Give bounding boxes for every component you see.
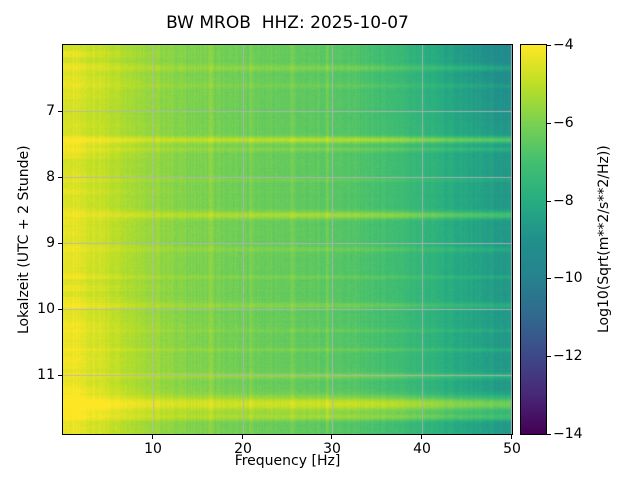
y-tick — [58, 177, 62, 178]
colorbar-tick-label: −14 — [553, 426, 583, 442]
y-tick-label: 9 — [46, 235, 55, 251]
colorbar-gradient — [521, 45, 546, 434]
x-tick-label: 50 — [503, 441, 521, 457]
x-tick-label: 20 — [234, 441, 252, 457]
x-tick — [511, 435, 512, 439]
x-tick — [421, 435, 422, 439]
x-tick — [152, 435, 153, 439]
x-tick — [331, 435, 332, 439]
colorbar-label: Log10(Sqrt(m**2/s**2/Hz)) — [596, 145, 612, 334]
y-tick-label: 7 — [46, 103, 55, 119]
y-tick-label: 11 — [37, 367, 55, 383]
x-tick-label: 40 — [413, 441, 431, 457]
colorbar-tick-label: −12 — [553, 348, 583, 364]
y-tick — [58, 243, 62, 244]
x-tick-label: 10 — [144, 441, 162, 457]
colorbar-tick — [547, 278, 551, 279]
colorbar-tick-label: −6 — [553, 115, 574, 131]
colorbar-tick — [547, 356, 551, 357]
x-tick-label: 30 — [323, 441, 341, 457]
colorbar-tick — [547, 45, 551, 46]
colorbar-tick-label: −10 — [553, 270, 583, 286]
colorbar-tick — [547, 434, 551, 435]
y-tick-label: 10 — [37, 301, 55, 317]
spectrogram-image — [63, 45, 512, 434]
x-axis-label: Frequency [Hz] — [234, 453, 341, 469]
y-tick — [58, 309, 62, 310]
y-tick — [58, 111, 62, 112]
colorbar-tick — [547, 201, 551, 202]
chart-title: BW MROB HHZ: 2025-10-07 — [166, 13, 409, 33]
x-tick — [242, 435, 243, 439]
colorbar-tick — [547, 123, 551, 124]
colorbar-tick-label: −8 — [553, 193, 574, 209]
colorbar-tick-label: −4 — [553, 37, 574, 53]
y-tick — [58, 375, 62, 376]
y-tick-label: 8 — [46, 169, 55, 185]
